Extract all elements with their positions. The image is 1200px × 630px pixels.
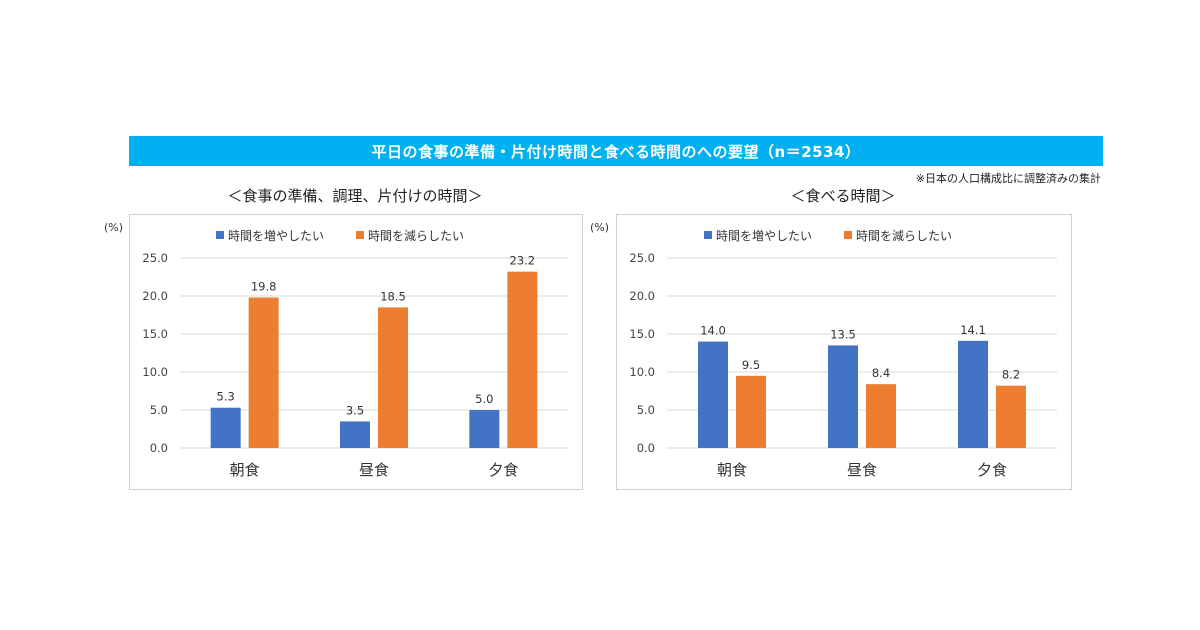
chart-panel-eating: 時間を増やしたい 時間を減らしたい 0.0 5.0 10.0 15.0 20.0 25.0 14… [616, 214, 1072, 490]
y-tick-label: 0.0 [637, 441, 655, 455]
y-tick-label: 20.0 [629, 289, 655, 303]
y-tick-label: 20.0 [142, 289, 168, 303]
legend-label-1: 時間を減らしたい [368, 228, 464, 243]
bar [469, 410, 500, 448]
legend-swatch-0 [216, 231, 224, 239]
bar [958, 340, 988, 448]
data-label: 18.5 [380, 289, 406, 303]
bar [340, 421, 370, 448]
x-tick-label: 朝食 [230, 461, 260, 479]
bar [736, 375, 766, 448]
bar [248, 297, 279, 448]
y-tick-label: 5.0 [150, 403, 168, 417]
x-tick-label: 昼食 [359, 461, 389, 479]
x-tick-label: 夕食 [977, 461, 1007, 479]
data-label: 13.5 [830, 327, 856, 341]
data-label: 14.1 [960, 323, 986, 337]
legend-label-1: 時間を減らしたい [856, 228, 952, 243]
bar [828, 345, 858, 448]
legend-swatch-1 [844, 231, 852, 239]
legend-swatch-1 [356, 231, 364, 239]
chart-title-eating: ＜食べる時間＞ [790, 187, 896, 205]
bar [866, 384, 896, 448]
bar-chart-prep: 時間を増やしたい 時間を減らしたい 0.0 5.0 10.0 15.0 20.0 25.0 5.… [142, 228, 568, 479]
data-label: 8.2 [1002, 368, 1020, 382]
y-tick-label: 10.0 [142, 365, 168, 379]
data-label: 5.3 [217, 390, 235, 404]
chart-panel-prep: 時間を増やしたい 時間を減らしたい 0.0 5.0 10.0 15.0 20.0 25.0 5.… [129, 214, 583, 490]
y-unit-label-prep: (%) [104, 221, 124, 234]
legend-label-0: 時間を増やしたい [716, 229, 812, 243]
adjustment-note: ※日本の人口構成比に調整済みの集計 [915, 172, 1101, 185]
y-tick-label: 15.0 [629, 327, 655, 341]
data-label: 19.8 [251, 280, 277, 294]
y-tick-label: 10.0 [629, 365, 655, 379]
bar [698, 341, 728, 448]
legend-swatch-0 [704, 231, 712, 239]
legend-label-0: 時間を増やしたい [228, 229, 324, 243]
data-label: 3.5 [346, 403, 364, 417]
y-unit-label-eating: (%) [590, 221, 610, 234]
data-label: 14.0 [700, 324, 726, 338]
bar-chart-eating: 時間を増やしたい 時間を減らしたい 0.0 5.0 10.0 15.0 20.0 25.0 14… [629, 228, 1057, 479]
bar [507, 271, 538, 448]
y-tick-label: 25.0 [142, 251, 168, 265]
y-tick-label: 5.0 [637, 403, 655, 417]
data-label: 8.4 [872, 366, 890, 380]
data-label: 23.2 [510, 254, 536, 268]
y-tick-label: 25.0 [629, 251, 655, 265]
chart-title-prep: ＜食事の準備、調理、片付けの時間＞ [227, 187, 483, 205]
y-tick-label: 0.0 [150, 441, 168, 455]
bar [996, 385, 1026, 448]
banner-title: 平日の食事の準備・片付け時間と食べる時間のへの要望（n＝2534） [129, 136, 1103, 166]
bar [378, 307, 408, 448]
data-label: 9.5 [742, 358, 760, 372]
bar [210, 407, 241, 448]
x-tick-label: 夕食 [488, 461, 518, 479]
x-tick-label: 昼食 [847, 461, 877, 479]
data-label: 5.0 [475, 392, 493, 406]
y-tick-label: 15.0 [142, 327, 168, 341]
x-tick-label: 朝食 [717, 461, 747, 479]
